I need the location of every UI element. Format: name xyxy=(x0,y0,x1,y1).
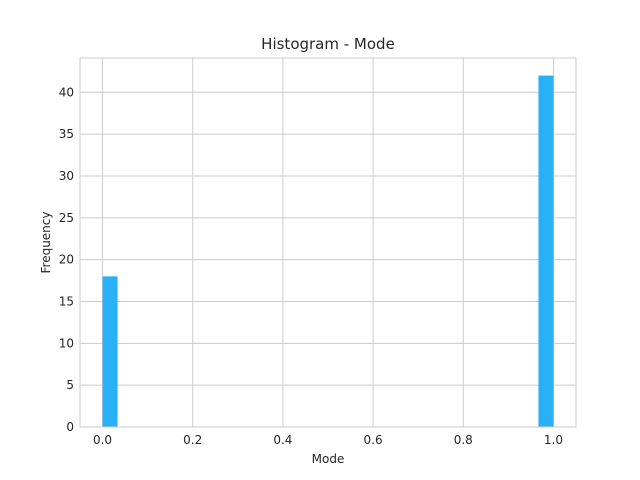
x-axis-label: Mode xyxy=(312,452,345,466)
y-tick-label: 25 xyxy=(59,211,74,225)
x-tick-label: 0.8 xyxy=(454,433,473,447)
x-tick-labels: 0.0 0.2 0.4 0.6 0.8 1.0 xyxy=(93,433,563,447)
x-tick-label: 1.0 xyxy=(544,433,563,447)
x-tick-label: 0.4 xyxy=(273,433,292,447)
y-tick-label: 30 xyxy=(59,169,74,183)
x-tick-label: 0.0 xyxy=(93,433,112,447)
grid-lines xyxy=(80,58,576,428)
y-tick-label: 10 xyxy=(59,336,74,350)
y-tick-label: 5 xyxy=(66,378,74,392)
bars xyxy=(102,75,554,428)
plot-frame xyxy=(79,57,577,428)
y-tick-label: 0 xyxy=(66,420,74,434)
histogram-bar xyxy=(538,75,554,428)
histogram-bar xyxy=(102,276,118,427)
y-tick-label: 40 xyxy=(59,85,74,99)
y-tick-label: 35 xyxy=(59,127,74,141)
x-tick-label: 0.2 xyxy=(183,433,202,447)
x-tick-label: 0.6 xyxy=(364,433,383,447)
y-tick-label: 20 xyxy=(59,253,74,267)
y-tick-label: 15 xyxy=(59,294,74,308)
y-axis-label: Frequency xyxy=(39,212,53,274)
chart-title: Histogram - Mode xyxy=(261,35,395,53)
y-tick-labels: 0 5 10 15 20 25 30 35 40 xyxy=(59,85,74,434)
